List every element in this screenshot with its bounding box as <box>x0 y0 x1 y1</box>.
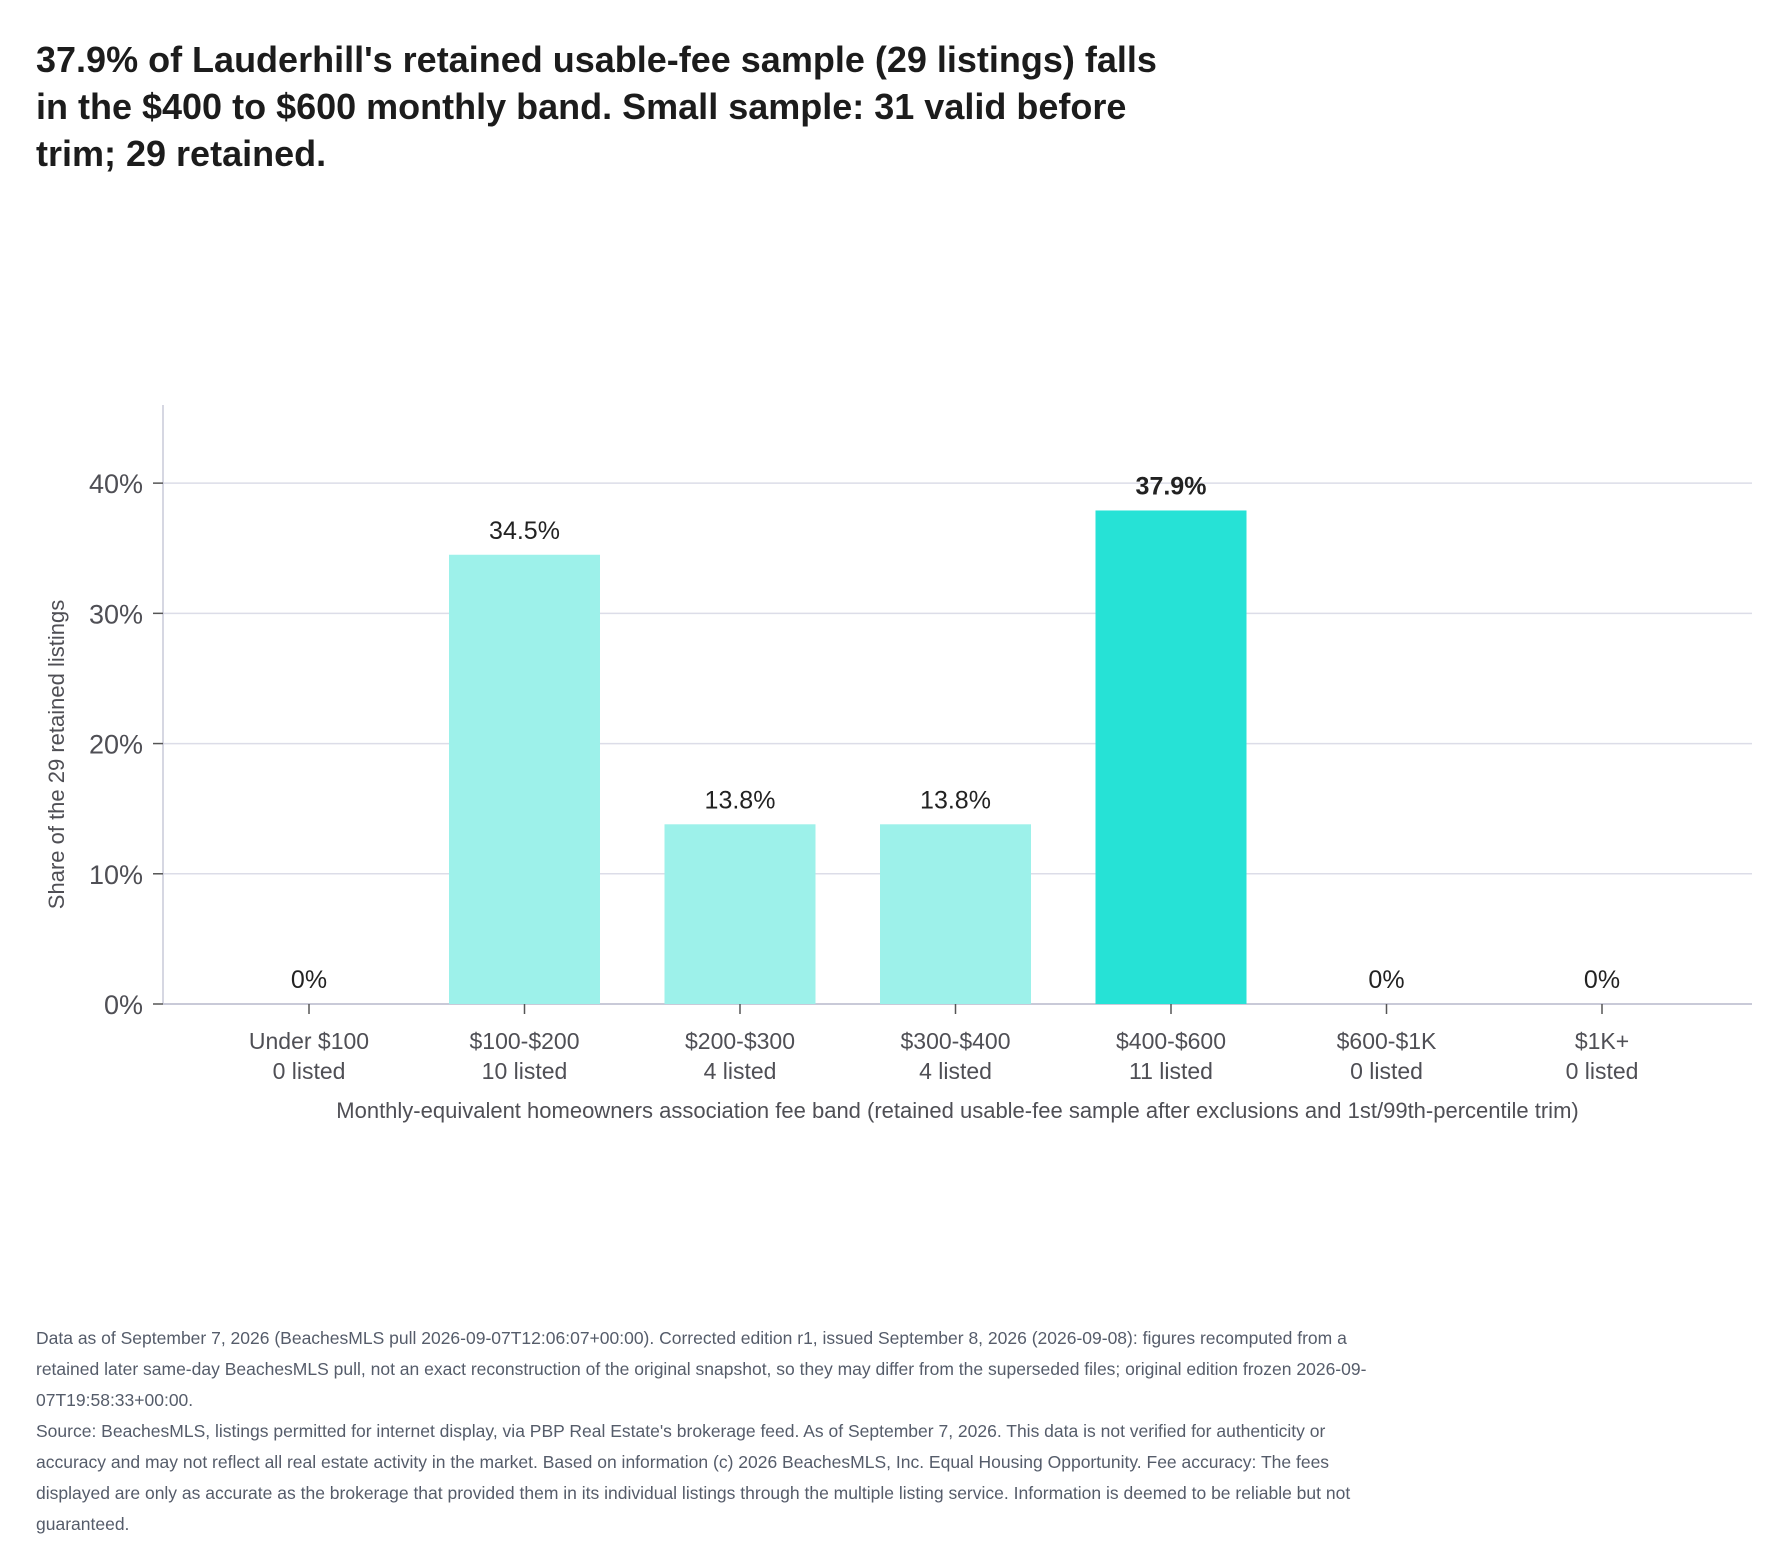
x-tick-count: 0 listed <box>273 1058 346 1084</box>
x-tick-label: Under $100 <box>249 1028 369 1054</box>
x-tick-label: $600-$1K <box>1337 1028 1437 1054</box>
bar <box>664 824 816 1004</box>
y-axis-label: Share of the 29 retained listings <box>44 600 69 909</box>
x-tick-count: 11 listed <box>1129 1058 1213 1084</box>
value-label: 13.8% <box>920 786 991 814</box>
value-label: 0% <box>1368 966 1404 994</box>
bar <box>449 554 600 1004</box>
y-tick-label: 30% <box>89 599 143 629</box>
value-label: 34.5% <box>489 517 560 545</box>
bar <box>880 824 1031 1004</box>
x-tick-label: $300-$400 <box>901 1028 1011 1054</box>
bar-chart: 0%10%20%30%40% 0%34.5%13.8% 13.8%37.9%0% 0… <box>44 405 1752 1123</box>
x-tick-count: 4 listed <box>704 1058 777 1084</box>
x-tick-label: $1K+ <box>1575 1028 1629 1054</box>
x-ticks: Under $100 0 listed $100-$200 10 listed $200… <box>249 1004 1639 1084</box>
y-tick-label: 10% <box>89 860 143 890</box>
value-label: 13.8% <box>705 786 776 814</box>
gridlines <box>163 482 1752 875</box>
y-tick-label: 40% <box>89 469 143 499</box>
y-ticks: 0% 10% 20% 30% 40% <box>89 469 163 1020</box>
x-tick-count: 0 listed <box>1566 1058 1639 1084</box>
value-label: 0% <box>1584 966 1620 994</box>
value-label: 0% <box>291 966 327 994</box>
x-tick-label: $400-$600 <box>1116 1028 1226 1054</box>
x-tick-count: 0 listed <box>1350 1058 1423 1084</box>
x-axis-label: Monthly-equivalent homeowners associatio… <box>336 1098 1578 1123</box>
chart-title: 37.9% of Lauderhill's retained usable-fe… <box>36 39 1157 174</box>
bars <box>449 510 1247 1004</box>
x-tick-count: 4 listed <box>919 1058 992 1084</box>
x-tick-count: 10 listed <box>482 1058 568 1084</box>
footnote-data-as-of: Data as of September 7, 2026 (BeachesMLS… <box>36 1328 1367 1410</box>
y-tick-label: 20% <box>89 730 143 760</box>
footnote-source: Source: BeachesMLS, listings permitted f… <box>36 1421 1351 1534</box>
x-tick-label: $100-$200 <box>470 1028 580 1054</box>
value-labels: 0% 34.5% 13.8% 13.8% 37.9% 0% 0% <box>291 472 1620 994</box>
value-label: 37.9% <box>1136 472 1207 500</box>
x-tick-label: $200-$300 <box>685 1028 795 1054</box>
bar <box>1095 510 1247 1004</box>
y-tick-label: 0% <box>104 990 143 1020</box>
